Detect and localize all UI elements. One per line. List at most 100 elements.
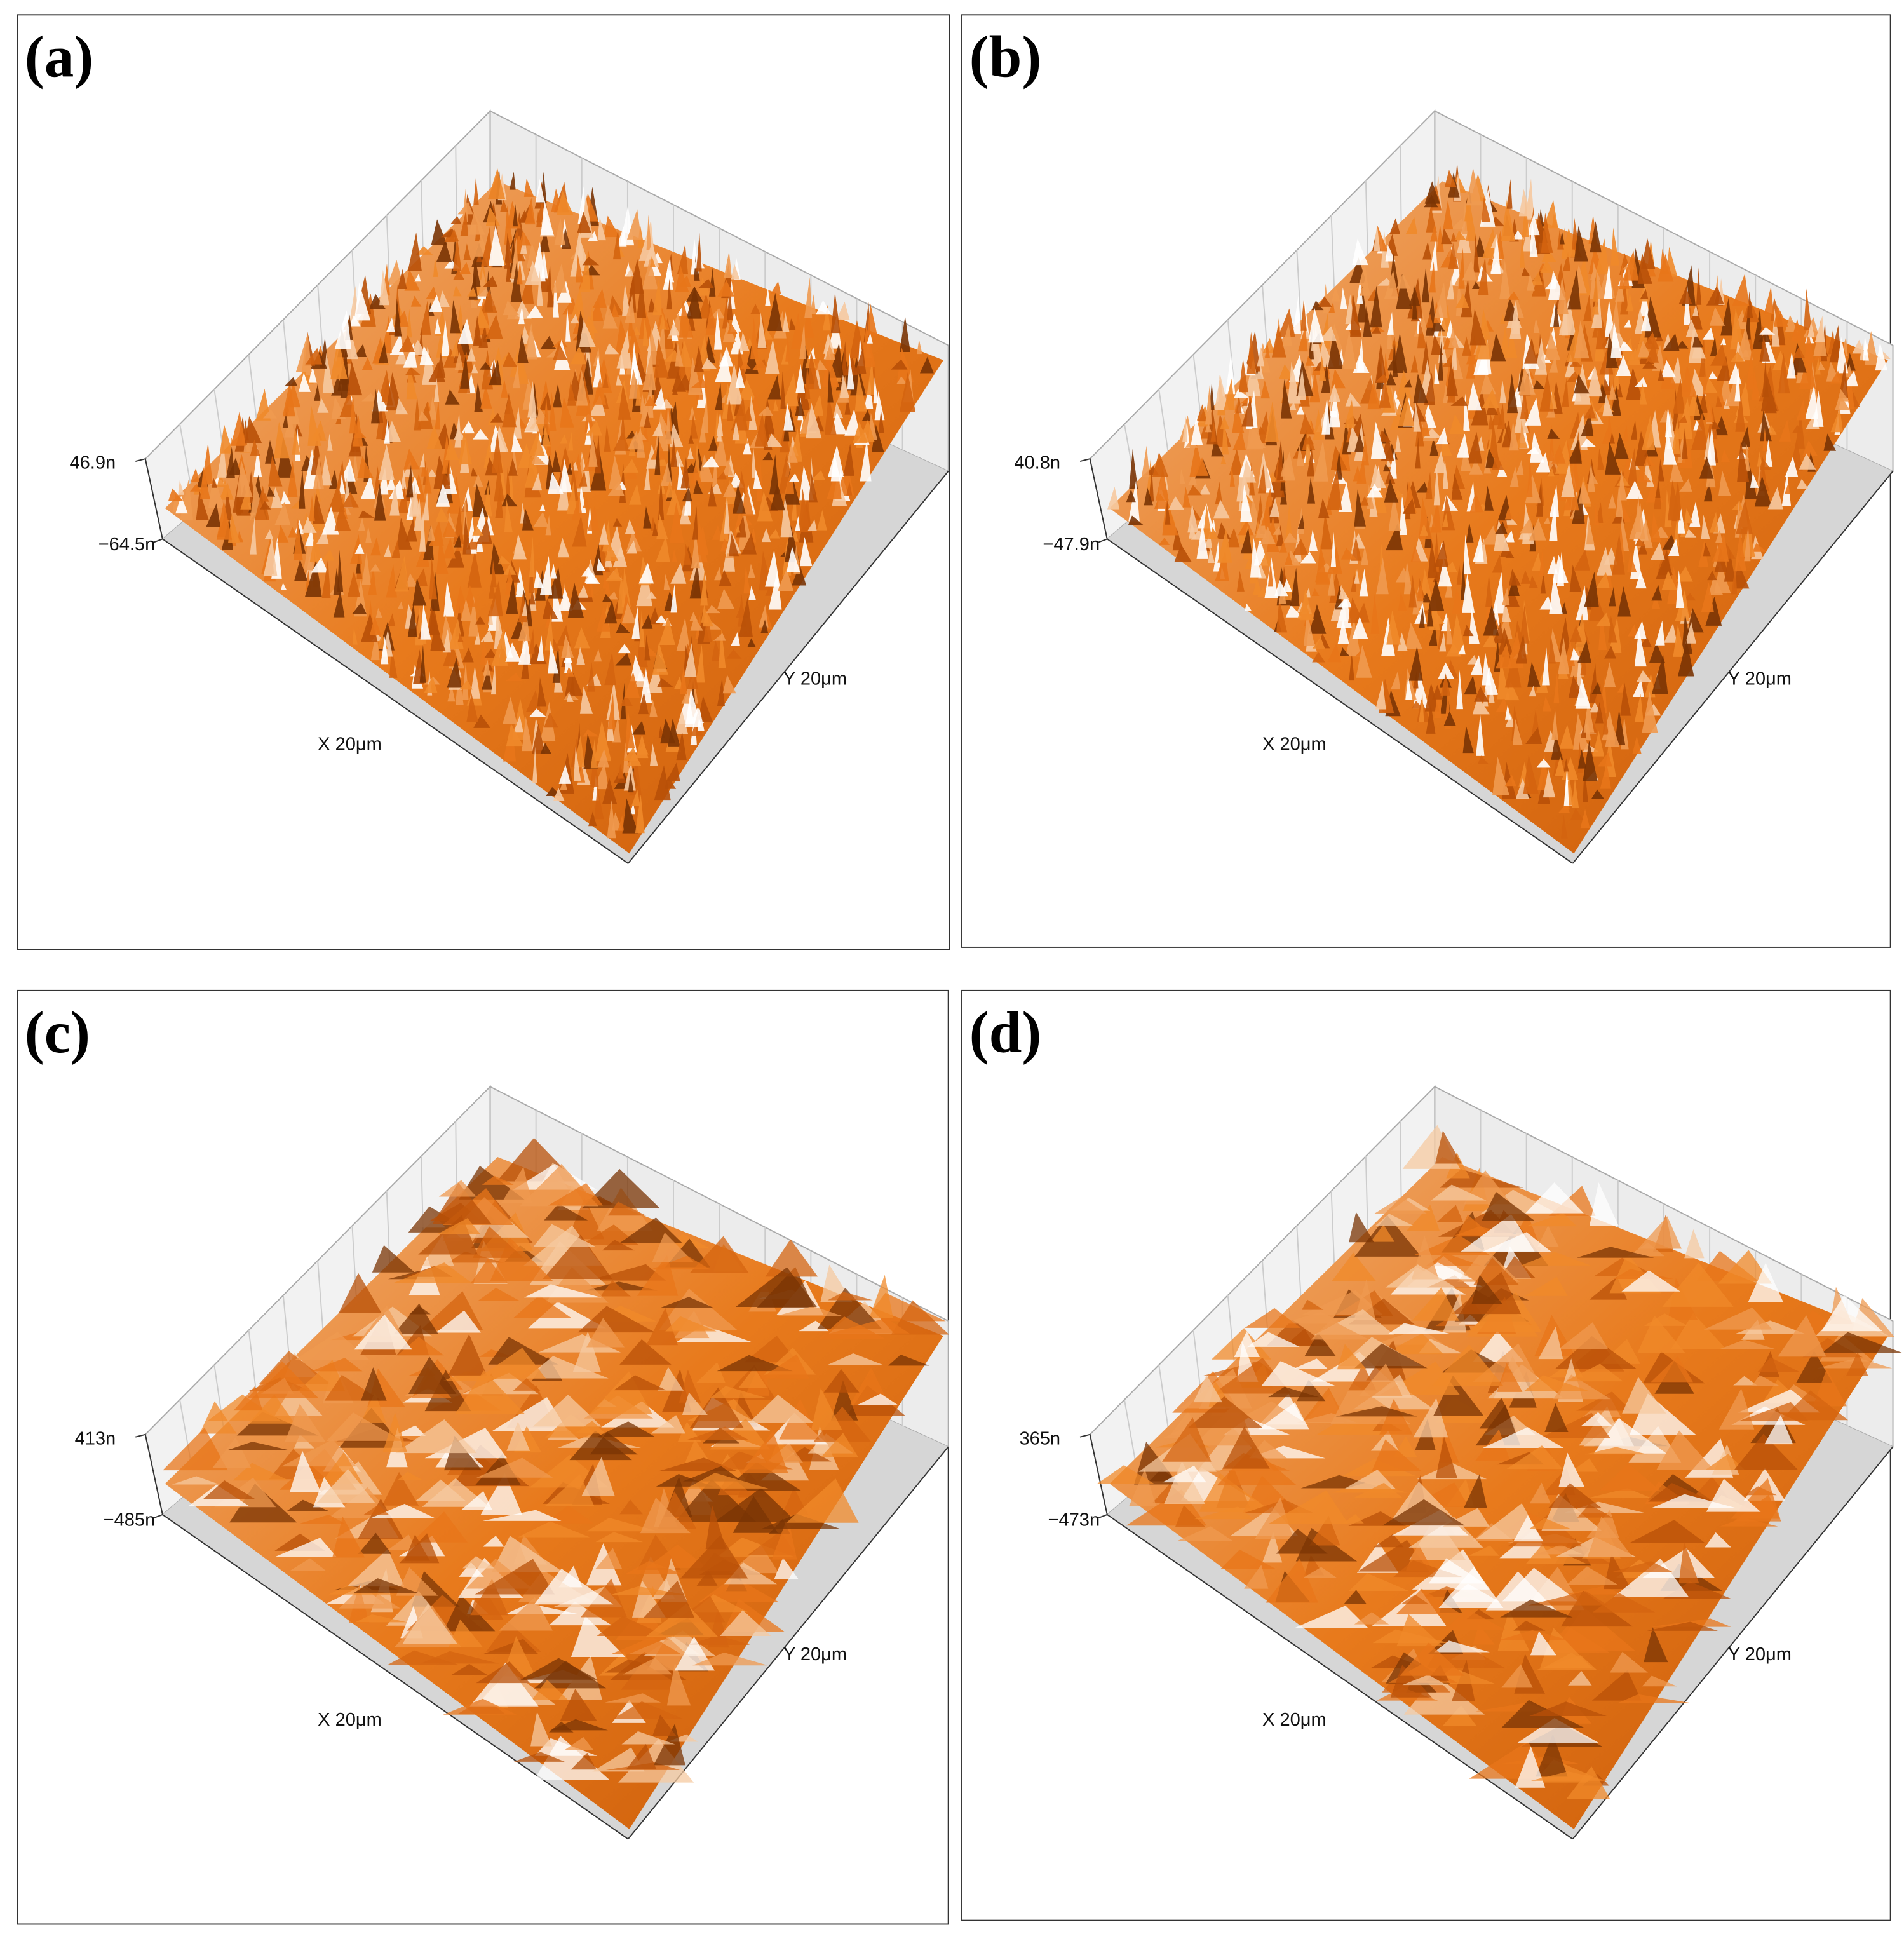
surface-relief (1541, 212, 1553, 253)
surface-relief (738, 1367, 767, 1388)
surface-relief (1757, 1357, 1800, 1372)
surface-relief (1443, 199, 1454, 230)
surface-relief (384, 544, 391, 557)
surface-relief (513, 1377, 541, 1391)
surface-relief (395, 398, 408, 415)
surface-relief (1393, 332, 1408, 374)
surface-relief (1482, 1427, 1564, 1448)
surface-relief (538, 1334, 621, 1353)
surface-relief (1584, 571, 1599, 607)
surface-relief (1344, 400, 1355, 428)
surface-relief (1372, 1439, 1421, 1471)
surface-relief (468, 595, 479, 637)
surface-relief (454, 534, 462, 548)
surface-relief (1350, 295, 1361, 337)
surface-relief (650, 1415, 685, 1434)
surface-relief (799, 536, 813, 567)
surface-relief (816, 510, 827, 531)
surface-relief (813, 1406, 872, 1442)
surface-relief (687, 447, 694, 459)
surface-relief (686, 1473, 769, 1489)
surface-relief (414, 273, 421, 282)
surface-relief (565, 666, 575, 677)
surface-relief (1403, 1675, 1485, 1715)
surface-relief (1297, 368, 1306, 400)
surface-relief (523, 323, 537, 360)
surface-relief (445, 438, 459, 460)
surface-relief (1472, 281, 1481, 290)
surface-relief (1382, 1499, 1465, 1526)
surface-relief (1220, 1549, 1276, 1569)
surface-relief (741, 1430, 788, 1473)
surface-relief (353, 344, 367, 357)
surface-relief (172, 1476, 220, 1485)
surface-relief (1553, 672, 1560, 703)
surface-relief (408, 1356, 457, 1394)
surface-relief (1188, 1396, 1263, 1428)
surface-relief (566, 463, 572, 475)
surface-relief (450, 300, 461, 334)
surface-relief (1168, 496, 1185, 510)
surface-relief (1671, 417, 1680, 454)
surface-relief (1405, 676, 1413, 700)
surface-relief (1344, 1590, 1367, 1605)
surface-relief (1462, 336, 1472, 356)
surface-relief (1525, 727, 1543, 744)
surface-relief (1663, 333, 1680, 351)
surface-relief (480, 1473, 522, 1515)
surface-relief (1276, 438, 1283, 480)
surface-relief (1179, 468, 1185, 484)
surface-relief (504, 499, 513, 532)
surface-relief (1754, 475, 1772, 507)
surface-relief (1319, 326, 1337, 341)
surface-relief (1162, 1417, 1212, 1462)
surface-relief (1172, 527, 1184, 551)
surface-relief (1592, 1593, 1656, 1613)
surface-relief (593, 288, 607, 308)
surface-relief (503, 300, 519, 316)
surface-relief (1260, 380, 1270, 399)
surface-relief (332, 1516, 365, 1558)
surface-relief (1558, 637, 1570, 675)
surface-relief (467, 550, 482, 588)
surface-relief (1443, 711, 1456, 726)
surface-relief (1141, 445, 1150, 477)
surface-relief (466, 287, 477, 297)
surface-relief (1276, 598, 1288, 633)
surface-relief (708, 1608, 729, 1648)
surface-relief (620, 694, 633, 707)
surface-relief (1652, 1494, 1736, 1508)
surface-relief (819, 1316, 886, 1339)
surface-relief (1397, 632, 1408, 651)
surface-relief (525, 1356, 609, 1379)
surface-relief (321, 506, 339, 535)
surface-relief (1639, 382, 1647, 405)
surface-relief (358, 510, 375, 518)
surface-relief (1561, 463, 1575, 497)
surface-relief (1416, 482, 1429, 493)
surface-relief (635, 734, 649, 759)
surface-relief (1520, 1252, 1591, 1266)
surface-relief (460, 354, 470, 389)
surface-relief (501, 493, 518, 507)
surface-relief (1431, 318, 1445, 332)
surface-relief (1513, 230, 1524, 240)
surface-relief (1467, 381, 1482, 411)
surface-relief (1602, 394, 1614, 417)
surface-relief (628, 328, 641, 353)
surface-relief (1356, 278, 1363, 304)
surface-relief (1658, 368, 1664, 381)
surface-relief (1631, 419, 1638, 440)
surface-relief (1521, 267, 1530, 277)
surface-relief (294, 559, 308, 581)
surface-relief (1406, 1205, 1440, 1231)
surface-relief (717, 588, 735, 609)
surface-relief (1414, 583, 1424, 602)
surface-relief (806, 350, 820, 390)
surface-relief (360, 1392, 387, 1423)
surface-relief (1245, 603, 1252, 612)
surface-relief (560, 1688, 597, 1721)
surface-relief (1621, 1270, 1680, 1292)
surface-relief (494, 463, 504, 502)
surface-relief (1234, 389, 1250, 398)
